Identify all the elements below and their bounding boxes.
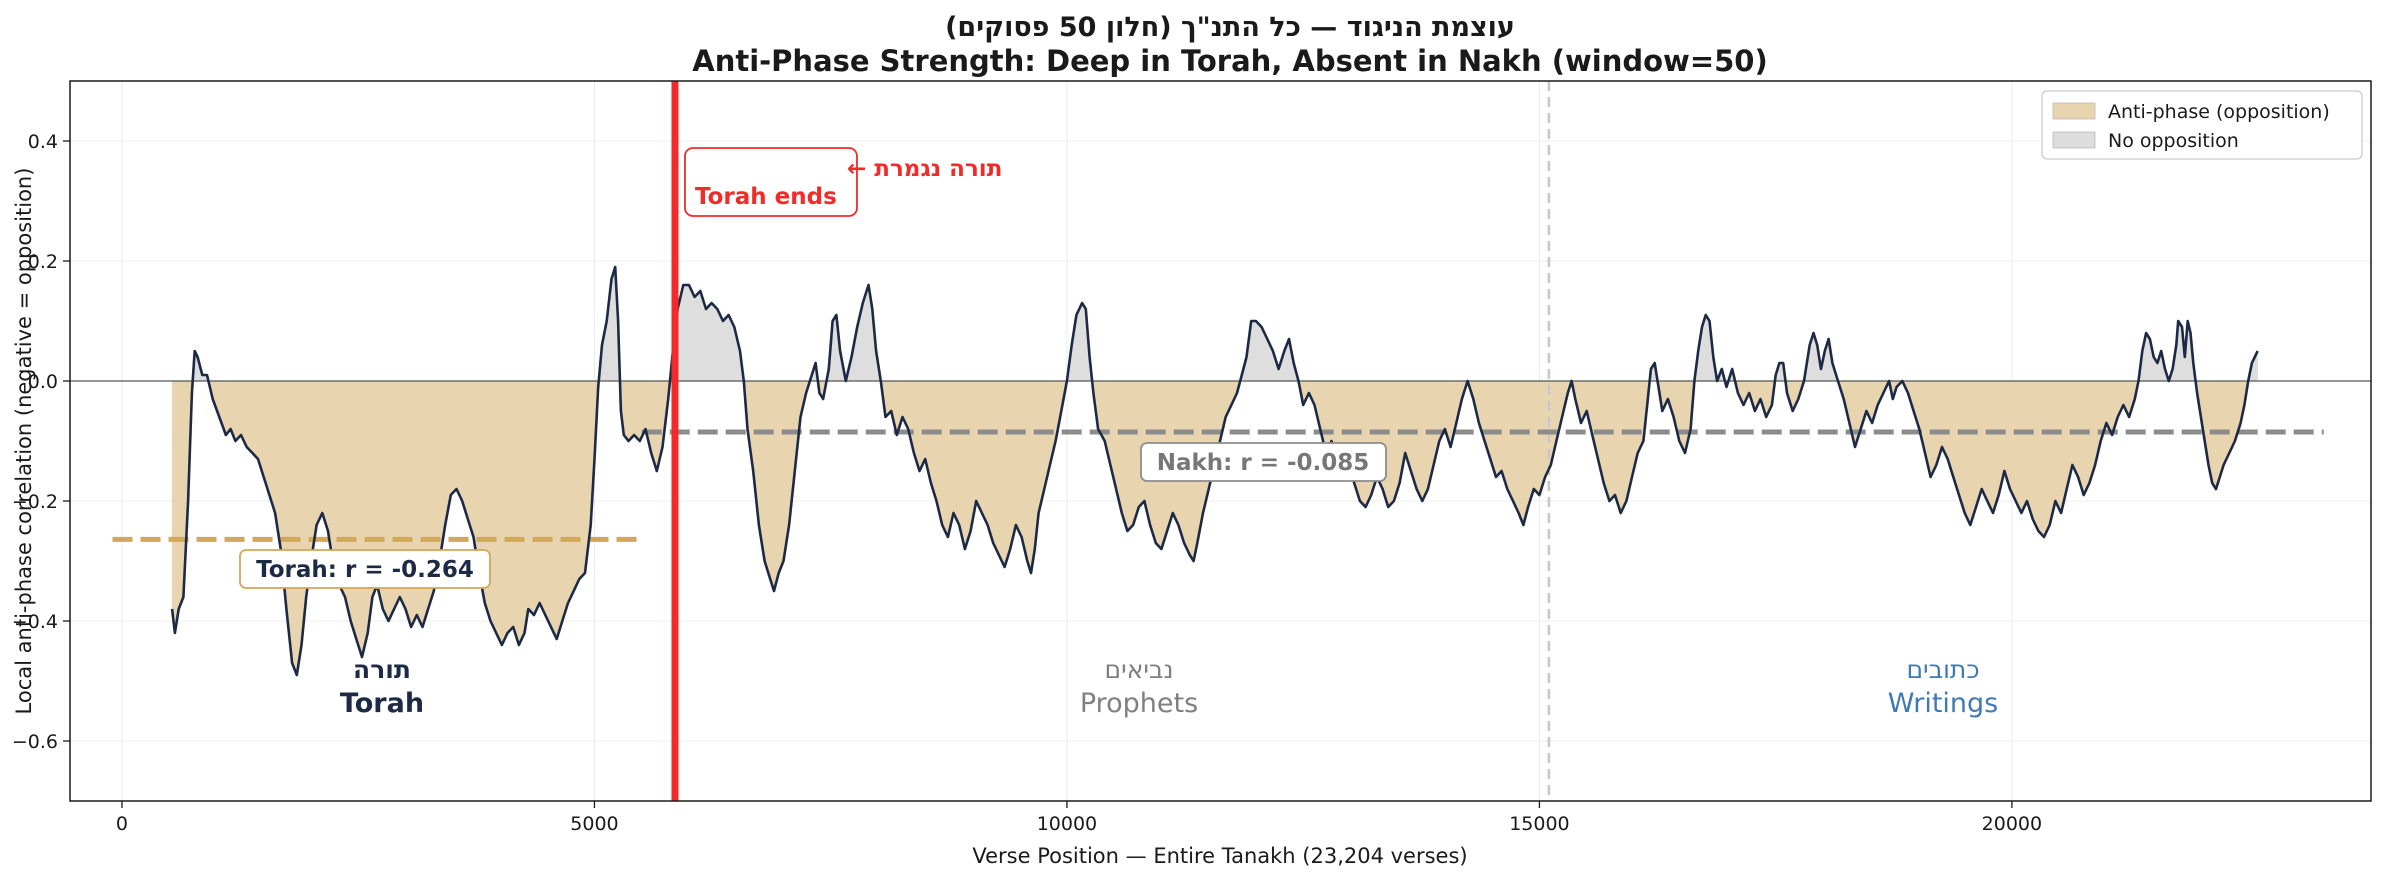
- legend-label: No opposition: [2108, 130, 2239, 152]
- section-label-writings: Writings: [1888, 688, 1999, 719]
- section-label-torah-hebrew: תורה: [353, 655, 411, 684]
- x-tick-label: 0: [116, 813, 128, 835]
- nakh-mean-label-box: [1140, 442, 1387, 482]
- y-tick-label: −0.6: [12, 731, 58, 753]
- y-tick-label: 0.4: [28, 131, 58, 153]
- section-label-prophets: Prophets: [1080, 688, 1198, 719]
- section-label-writings-hebrew: כתובים: [1906, 655, 1979, 684]
- chart-title: Anti-Phase Strength: Deep in Torah, Abse…: [692, 44, 1767, 78]
- annotations: תורה נגמרת ← Torah ends Torah: r = -0.264 N…: [239, 147, 1999, 719]
- x-axis-label: Verse Position — Entire Tanakh (23,204 v…: [972, 844, 1467, 868]
- section-label-torah: Torah: [340, 688, 424, 719]
- plot-area: [70, 81, 2371, 801]
- x-axis: 0 5000 10000 15000 20000: [116, 801, 2042, 835]
- torah-end-label-hebrew: תורה נגמרת ←: [847, 156, 1002, 182]
- x-tick-label: 5000: [570, 813, 618, 835]
- x-tick-label: 10000: [1037, 813, 1097, 835]
- y-tick-label: −0.2: [12, 491, 58, 513]
- legend-swatch: [2052, 131, 2096, 149]
- y-tick-label: 0.2: [28, 251, 58, 273]
- legend-swatch: [2052, 102, 2096, 120]
- series-line: [170, 265, 2259, 677]
- torah-end-label: Torah ends: [695, 184, 837, 210]
- x-tick-label: 20000: [1982, 813, 2042, 835]
- torah-mean-label-box: [239, 549, 491, 589]
- legend: Anti-phase (opposition) No opposition: [2041, 90, 2363, 160]
- torah-mean-label: Torah: r = -0.264: [256, 557, 474, 583]
- plot-frame: [69, 80, 2372, 802]
- section-label-prophets-hebrew: נביאים: [1105, 655, 1174, 684]
- x-tick-label: 15000: [1509, 813, 1569, 835]
- anti-phase-fill: [171, 380, 2249, 676]
- no-opposition-fill: [192, 266, 2258, 382]
- y-tick-label: 0.0: [28, 371, 58, 393]
- nakh-mean-label: Nakh: r = -0.085: [1157, 450, 1370, 476]
- legend-label: Anti-phase (opposition): [2108, 101, 2330, 123]
- torah-end-label-box: [684, 147, 858, 217]
- y-axis: 0.4 0.2 0.0 −0.2 −0.4 −0.6: [12, 131, 70, 753]
- legend-frame: [2041, 90, 2363, 160]
- chart-title-hebrew: עוצמת הניגוד — כל התנ"ך (חלון 50 פסוקים): [945, 12, 1515, 43]
- y-axis-label: Local anti-phase correlation (negative =…: [12, 168, 36, 715]
- y-tick-label: −0.4: [12, 611, 58, 633]
